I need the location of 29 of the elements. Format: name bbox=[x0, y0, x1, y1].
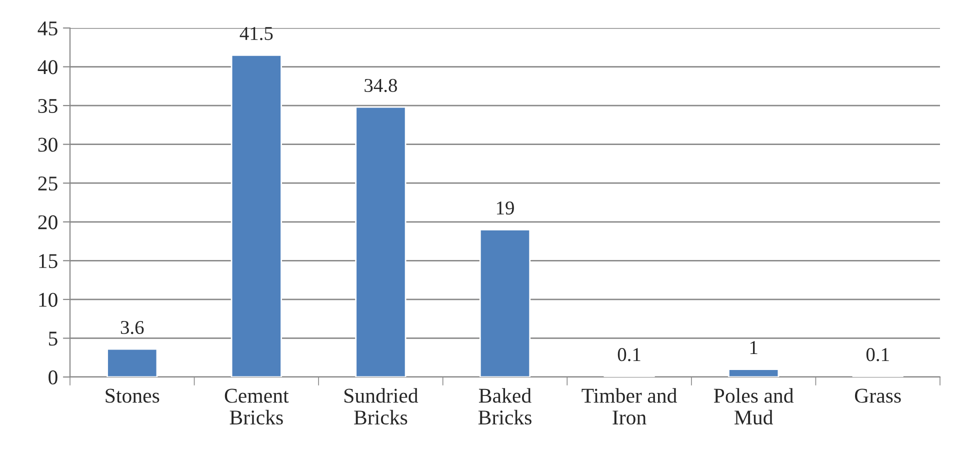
y-tick-label: 35 bbox=[38, 98, 58, 113]
x-tick-label: Sundried Bricks bbox=[344, 388, 418, 425]
bar bbox=[728, 368, 780, 377]
y-tick-label: 0 bbox=[48, 370, 58, 384]
x-tick-label: Baked Bricks bbox=[478, 388, 532, 425]
y-tick-label: 40 bbox=[38, 60, 58, 74]
x-tick-label: Stones bbox=[106, 388, 160, 403]
x-tick-label: Poles and Mud bbox=[714, 388, 794, 425]
x-tick-label: Timber and Iron bbox=[582, 388, 677, 425]
y-tick-label: 10 bbox=[39, 292, 58, 307]
data-label: 19 bbox=[496, 202, 514, 215]
x-tick-label: Cement Bricks bbox=[224, 388, 289, 425]
data-label: 3.6 bbox=[120, 320, 144, 334]
data-label: 41.5 bbox=[240, 27, 273, 40]
bar bbox=[106, 348, 158, 377]
y-tick-label: 30 bbox=[38, 138, 58, 152]
y-tick-label: 45 bbox=[38, 22, 58, 36]
data-label: 34.8 bbox=[364, 78, 397, 92]
x-tick-label: Grass bbox=[854, 388, 901, 403]
y-tick-label: 15 bbox=[39, 254, 58, 268]
y-tick-label: 25 bbox=[38, 176, 58, 191]
data-label: 1 bbox=[750, 341, 758, 354]
y-tick-label: 5 bbox=[48, 332, 58, 346]
y-tick-label: 20 bbox=[38, 215, 58, 230]
data-label: 0.1 bbox=[866, 348, 889, 362]
bar bbox=[479, 228, 531, 377]
data-label: 0.1 bbox=[618, 348, 640, 362]
bar bbox=[230, 54, 282, 377]
bar bbox=[355, 106, 406, 377]
